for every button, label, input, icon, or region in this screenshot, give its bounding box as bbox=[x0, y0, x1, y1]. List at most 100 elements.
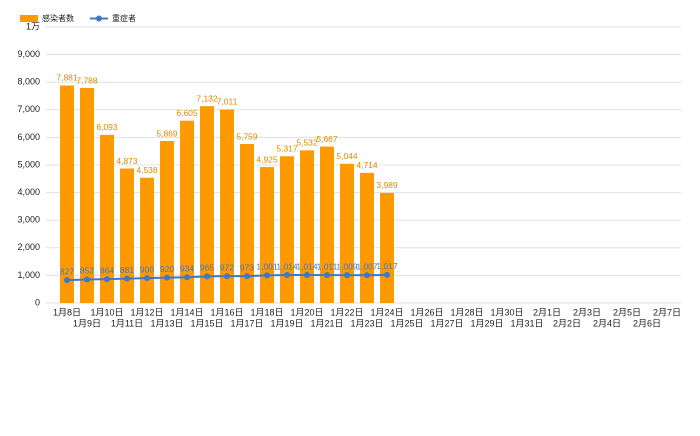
bar bbox=[120, 168, 134, 303]
x-tick-label: 1月13日 bbox=[150, 318, 183, 328]
y-tick-label: 0 bbox=[35, 297, 40, 307]
bar bbox=[60, 85, 74, 303]
line-value-label: 1,001 bbox=[256, 262, 278, 272]
line-point bbox=[284, 272, 290, 279]
bar-value-label: 5,317 bbox=[276, 144, 298, 154]
bar bbox=[140, 177, 154, 303]
line-point bbox=[164, 274, 170, 281]
x-tick-label: 1月16日 bbox=[210, 307, 243, 317]
x-tick-label: 1月29日 bbox=[470, 318, 503, 328]
x-tick-label: 2月7日 bbox=[653, 307, 681, 317]
legend-label: 重症者 bbox=[112, 13, 136, 23]
x-tick-label: 1月15日 bbox=[190, 318, 223, 328]
bar-value-label: 7,881 bbox=[56, 73, 78, 83]
x-tick-label: 1月19日 bbox=[270, 318, 303, 328]
bar bbox=[80, 88, 94, 303]
y-tick-label: 1,000 bbox=[17, 270, 40, 280]
bar-value-label: 3,989 bbox=[376, 180, 398, 190]
x-tick-label: 1月8日 bbox=[53, 307, 81, 317]
x-tick-label: 1月22日 bbox=[330, 307, 363, 317]
x-tick-label: 2月6日 bbox=[633, 318, 661, 328]
bar bbox=[340, 163, 354, 303]
y-tick-label: 4,000 bbox=[17, 187, 40, 197]
y-tick-label: 3,000 bbox=[17, 215, 40, 225]
bar bbox=[160, 141, 174, 303]
bar-value-label: 5,667 bbox=[316, 134, 338, 144]
x-tick-label: 1月23日 bbox=[350, 318, 383, 328]
x-tick-label: 1月24日 bbox=[370, 307, 403, 317]
line-point bbox=[384, 271, 390, 278]
line-point bbox=[344, 272, 350, 279]
bar bbox=[200, 106, 214, 303]
line-point bbox=[124, 275, 130, 282]
x-tick-label: 1月12日 bbox=[130, 307, 163, 317]
line-point bbox=[224, 273, 230, 280]
line-point bbox=[264, 272, 270, 279]
x-tick-label: 1月31日 bbox=[510, 318, 543, 328]
x-tick-label: 1月26日 bbox=[410, 307, 443, 317]
line-value-label: 852 bbox=[80, 266, 94, 276]
line-value-label: 1,009 bbox=[336, 261, 358, 271]
legend-label: 感染者数 bbox=[42, 13, 74, 23]
line-point bbox=[244, 273, 250, 280]
line-value-label: 827 bbox=[60, 266, 74, 276]
bar-value-label: 7,788 bbox=[76, 75, 98, 85]
x-tick-label: 2月4日 bbox=[593, 318, 621, 328]
line-value-label: 934 bbox=[180, 263, 194, 273]
y-tick-label: 8,000 bbox=[17, 77, 40, 87]
line-value-label: 920 bbox=[160, 264, 174, 274]
bar bbox=[320, 146, 334, 303]
x-tick-label: 1月30日 bbox=[490, 307, 523, 317]
line-point bbox=[204, 273, 210, 280]
line-value-label: 973 bbox=[240, 262, 254, 272]
bar bbox=[360, 172, 374, 303]
x-tick-label: 1月10日 bbox=[90, 307, 123, 317]
bar-value-label: 7,132 bbox=[196, 93, 218, 103]
line-point bbox=[84, 276, 90, 283]
bar-value-label: 5,869 bbox=[156, 128, 178, 138]
x-tick-label: 1月11日 bbox=[111, 318, 143, 328]
x-tick-label: 1月27日 bbox=[430, 318, 463, 328]
line-value-label: 1,014 bbox=[276, 261, 298, 271]
x-tick-label: 1月18日 bbox=[250, 307, 283, 317]
line-value-label: 900 bbox=[140, 264, 154, 274]
line-value-label: 972 bbox=[220, 262, 234, 272]
line-value-label: 1,011 bbox=[317, 261, 338, 271]
legend-swatch bbox=[96, 15, 102, 22]
bar-value-label: 5,759 bbox=[236, 131, 258, 141]
y-tick-label: 1万 bbox=[26, 21, 40, 31]
line-value-label: 1,007 bbox=[356, 261, 378, 271]
bar bbox=[260, 167, 274, 303]
line-value-label: 1,014 bbox=[296, 261, 318, 271]
line-point bbox=[104, 276, 110, 283]
bar bbox=[240, 144, 254, 303]
x-tick-label: 2月1日 bbox=[533, 307, 561, 317]
bar bbox=[220, 109, 234, 303]
x-tick-label: 2月3日 bbox=[573, 307, 601, 317]
y-tick-label: 9,000 bbox=[17, 49, 40, 59]
bar-value-label: 4,873 bbox=[116, 156, 138, 166]
bar-value-label: 6,093 bbox=[96, 122, 118, 132]
line-point bbox=[64, 277, 70, 284]
line-point bbox=[144, 275, 150, 282]
bar bbox=[380, 192, 394, 303]
line-point bbox=[364, 272, 370, 279]
bar-value-label: 4,714 bbox=[356, 160, 378, 170]
x-tick-label: 1月25日 bbox=[390, 318, 423, 328]
legend-swatch bbox=[20, 15, 38, 22]
bar-value-label: 6,605 bbox=[176, 108, 198, 118]
x-tick-label: 1月14日 bbox=[170, 307, 203, 317]
line-value-label: 1,017 bbox=[376, 261, 398, 271]
x-tick-label: 2月2日 bbox=[553, 318, 581, 328]
bar-value-label: 4,538 bbox=[136, 165, 158, 175]
x-tick-label: 1月9日 bbox=[73, 318, 101, 328]
x-tick-label: 1月17日 bbox=[230, 318, 263, 328]
bar bbox=[280, 156, 294, 303]
bar bbox=[300, 150, 314, 303]
bar-value-label: 4,925 bbox=[256, 154, 278, 164]
x-tick-label: 2月5日 bbox=[613, 307, 641, 317]
y-tick-label: 2,000 bbox=[17, 242, 40, 252]
y-tick-label: 5,000 bbox=[17, 159, 40, 169]
line-value-label: 881 bbox=[120, 265, 134, 275]
